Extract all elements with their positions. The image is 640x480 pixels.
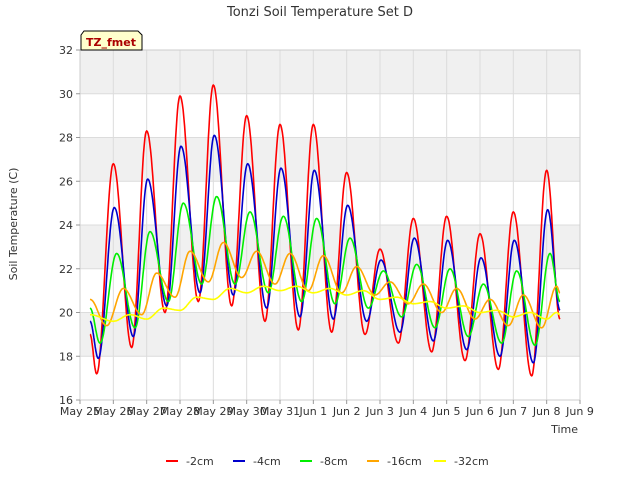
- x-tick-label: May 30: [227, 405, 267, 418]
- x-tick-label: Jun 5: [432, 405, 461, 418]
- y-tick-label: 20: [59, 307, 73, 320]
- x-tick-label: Jun 3: [365, 405, 394, 418]
- annotation-box-shape: [80, 30, 143, 51]
- plot-band: [80, 137, 580, 182]
- legend-label: -8cm: [320, 455, 348, 468]
- plot-band: [80, 50, 580, 94]
- x-tick-label: May 26: [93, 405, 133, 418]
- y-tick-label: 18: [59, 350, 73, 363]
- series-lines: [89, 84, 561, 377]
- x-tick-label: May 28: [160, 405, 200, 418]
- x-axis-label: Time: [550, 423, 578, 436]
- y-axis-label: Soil Temperature (C): [7, 168, 20, 281]
- x-tick-label: Jun 8: [532, 405, 561, 418]
- y-tick-label: 30: [59, 88, 73, 101]
- plot-band: [80, 225, 580, 269]
- x-tick-label: Jun 7: [498, 405, 527, 418]
- x-tick-label: Jun 1: [298, 405, 327, 418]
- annotation-label: TZ_fmet: [86, 36, 136, 49]
- legend-label: -4cm: [253, 455, 281, 468]
- x-tick-label: May 25: [60, 405, 100, 418]
- series-line-16cm: [89, 241, 561, 329]
- x-tick-label: Jun 2: [332, 405, 361, 418]
- y-tick-label: 16: [59, 394, 73, 407]
- x-tick-label: May 27: [127, 405, 167, 418]
- y-tick-label: 32: [59, 44, 73, 57]
- y-axis-ticks: 16 18 20 22 24 26 28 30 32: [59, 44, 80, 407]
- annotation-box: TZ_fmet: [80, 30, 143, 51]
- y-tick-label: 24: [59, 219, 73, 232]
- x-tick-label: May 31: [260, 405, 300, 418]
- chart-title: Tonzi Soil Temperature Set D: [226, 5, 413, 20]
- legend-label: -16cm: [387, 455, 422, 468]
- y-tick-label: 26: [59, 175, 73, 188]
- legend-label: -2cm: [186, 455, 214, 468]
- legend-label: -32cm: [454, 455, 489, 468]
- y-tick-label: 22: [59, 263, 73, 276]
- series-line-32cm: [90, 285, 561, 323]
- series-line-8cm: [89, 195, 561, 347]
- x-tick-label: Jun 6: [465, 405, 494, 418]
- legend: -2cm -4cm -8cm -16cm -32cm: [166, 455, 489, 468]
- x-tick-label: Jun 9: [565, 405, 594, 418]
- x-tick-label: Jun 4: [398, 405, 427, 418]
- x-tick-label: May 29: [193, 405, 233, 418]
- y-tick-label: 28: [59, 132, 73, 145]
